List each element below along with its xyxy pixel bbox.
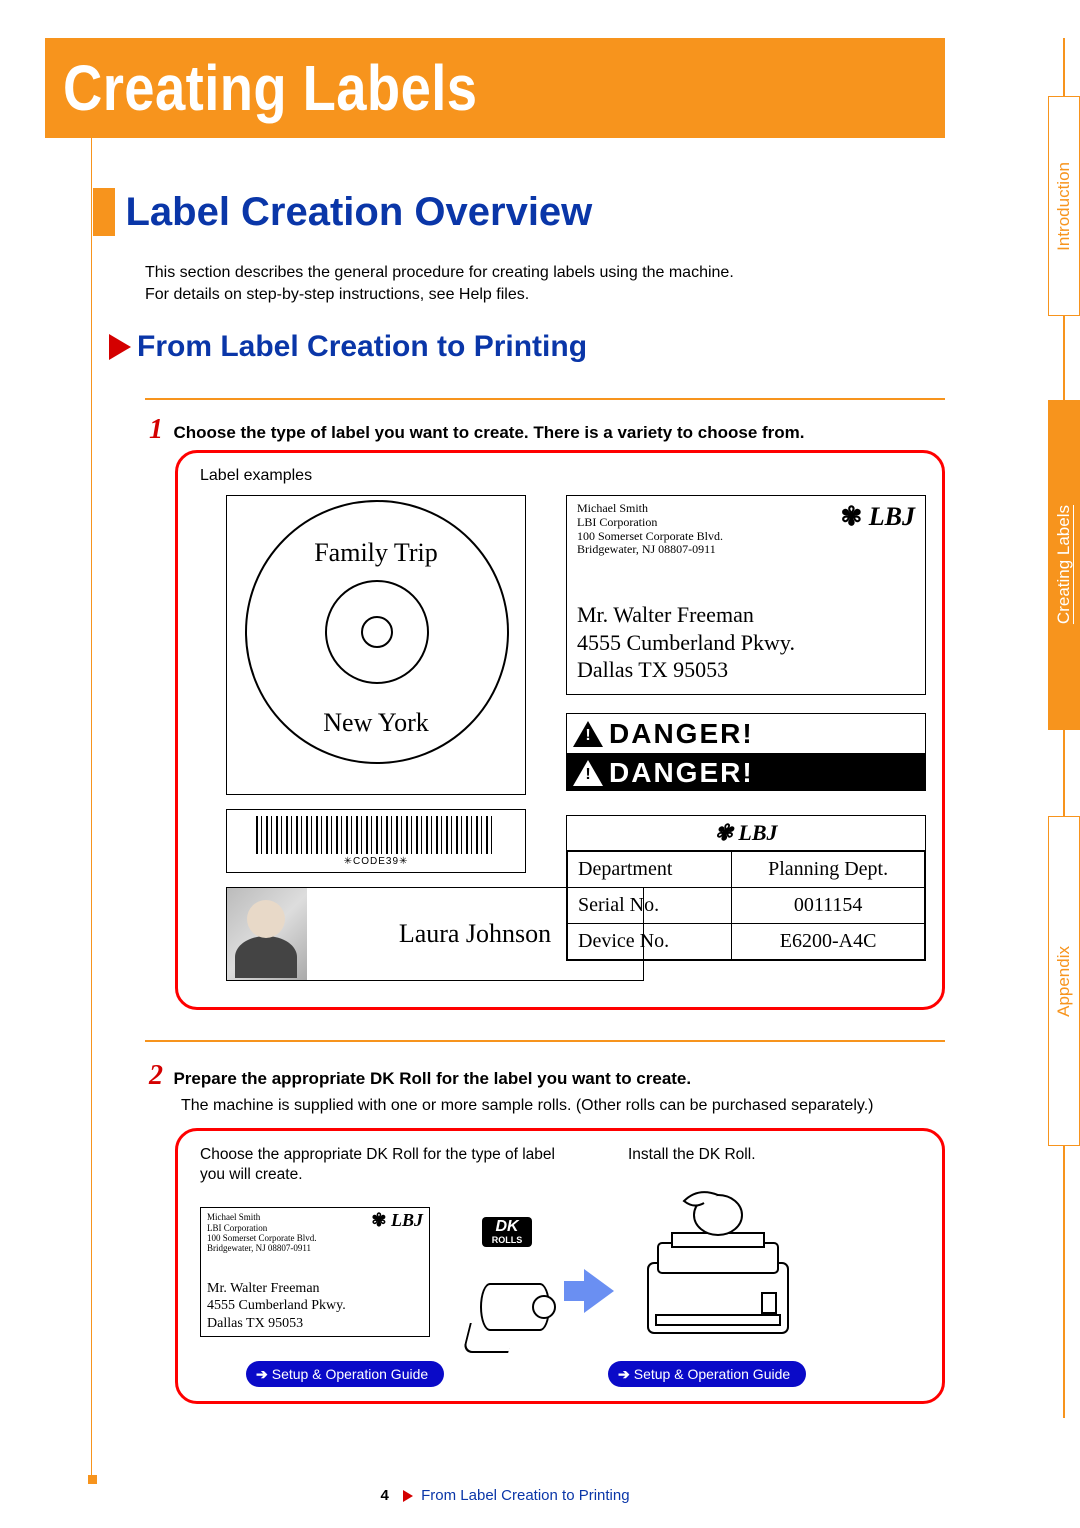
dept-logo: LBJ: [567, 816, 925, 851]
tab-introduction[interactable]: Introduction: [1048, 96, 1080, 316]
addr-sender-4: Bridgewater, NJ 08807-0911: [577, 543, 915, 557]
mini-recipient-1: Mr. Walter Freeman: [207, 1280, 423, 1298]
left-rule: [91, 38, 92, 1478]
subsection-title: From Label Creation to Printing: [137, 330, 587, 364]
tab-creating-labels-label: Creating Labels: [1054, 505, 1074, 624]
dept-r3a: Device No.: [568, 924, 732, 960]
cd-label-example: Family Trip New York: [226, 495, 526, 795]
dk-text: DK: [495, 1219, 518, 1235]
mini-logo: LBJ: [371, 1210, 423, 1231]
chapter-banner: Creating Labels: [45, 38, 945, 138]
dk-rolls-badge-icon: DK ROLLS: [482, 1217, 532, 1247]
section-intro: This section describes the general proce…: [145, 262, 945, 305]
divider: [145, 398, 945, 400]
addr-recipient-1: Mr. Walter Freeman: [577, 601, 915, 629]
cd-text-top: Family Trip: [227, 538, 525, 568]
barcode-text: ✳CODE39✳: [344, 856, 409, 867]
cd-inner-ring: [361, 616, 393, 648]
portrait-icon: [227, 888, 307, 980]
triangle-icon: [109, 334, 131, 360]
step-1-number: 1: [149, 414, 163, 445]
examples-caption: Label examples: [200, 467, 312, 485]
col1-text: Choose the appropriate DK Roll for the t…: [200, 1145, 570, 1185]
mini-sender-4: Bridgewater, NJ 08807-0911: [207, 1243, 423, 1253]
dk-roll-icon: [472, 1265, 564, 1357]
section-title: Label Creation Overview: [125, 190, 592, 235]
mini-address-label: Michael Smith LBI Corporation 100 Somers…: [200, 1207, 430, 1337]
subsection-heading: From Label Creation to Printing: [109, 330, 587, 364]
printer-icon: [628, 1183, 808, 1343]
warning-triangle-icon: [573, 721, 603, 747]
chapter-title: Creating Labels: [63, 51, 477, 125]
page-footer: 4 From Label Creation to Printing: [45, 1487, 965, 1504]
address-label-example: Michael Smith LBI Corporation 100 Somers…: [566, 495, 926, 695]
footer-link[interactable]: From Label Creation to Printing: [421, 1487, 629, 1504]
page-number: 4: [380, 1487, 388, 1504]
step-2: 2 Prepare the appropriate DK Roll for th…: [149, 1060, 949, 1117]
table-row: Serial No.0011154: [568, 888, 925, 924]
dept-r1a: Department: [568, 852, 732, 888]
dept-r2b: 0011154: [732, 888, 925, 924]
danger-text-1: DANGER!: [609, 718, 754, 750]
tab-appendix-label: Appendix: [1054, 946, 1074, 1017]
rolls-text: ROLLS: [492, 1235, 523, 1245]
step-2-number: 2: [149, 1060, 163, 1091]
dk-roll-box: Choose the appropriate DK Roll for the t…: [175, 1128, 945, 1404]
setup-guide-link-2[interactable]: ➔ Setup & Operation Guide: [608, 1361, 806, 1387]
tab-introduction-label: Introduction: [1054, 162, 1074, 251]
triangle-icon: [403, 1490, 413, 1502]
intro-line-1: This section describes the general proce…: [145, 262, 945, 284]
cd-text-bottom: New York: [227, 708, 525, 738]
barcode-bars-icon: [256, 816, 496, 854]
setup-guide-link-1[interactable]: ➔ Setup & Operation Guide: [246, 1361, 444, 1387]
step-2-title: Prepare the appropriate DK Roll for the …: [173, 1069, 691, 1088]
arrow-right-icon: [584, 1269, 614, 1313]
warning-triangle-icon: [573, 760, 603, 786]
addr-recipient-3: Dallas TX 95053: [577, 656, 915, 684]
dept-r3b: E6200-A4C: [732, 924, 925, 960]
pill1-label: Setup & Operation Guide: [272, 1366, 428, 1382]
arrow-icon: ➔: [256, 1366, 268, 1383]
divider: [145, 1040, 945, 1042]
arrow-icon: ➔: [618, 1366, 630, 1383]
tab-appendix[interactable]: Appendix: [1048, 816, 1080, 1146]
mini-sender-3: 100 Somerset Corporate Blvd.: [207, 1233, 423, 1243]
tab-creating-labels[interactable]: Creating Labels: [1048, 400, 1080, 730]
mini-recipient-2: 4555 Cumberland Pkwy.: [207, 1297, 423, 1315]
corner-marker: [88, 1475, 97, 1484]
addr-recipient-2: 4555 Cumberland Pkwy.: [577, 629, 915, 657]
table-row: Device No.E6200-A4C: [568, 924, 925, 960]
pill2-label: Setup & Operation Guide: [634, 1366, 790, 1382]
danger-text-2: DANGER!: [609, 757, 754, 789]
danger-label-example: DANGER! DANGER!: [566, 713, 926, 791]
intro-line-2: For details on step-by-step instructions…: [145, 284, 945, 306]
barcode-label-example: ✳CODE39✳: [226, 809, 526, 873]
label-examples-box: Label examples Family Trip New York ✳COD…: [175, 450, 945, 1010]
dk-roll-install-column: Install the DK Roll.: [628, 1145, 918, 1165]
step-1: 1 Choose the type of label you want to c…: [149, 414, 949, 446]
mini-recipient-3: Dallas TX 95053: [207, 1315, 423, 1333]
department-label-example: LBJ DepartmentPlanning Dept. Serial No.0…: [566, 815, 926, 961]
step-1-title: Choose the type of label you want to cre…: [173, 423, 804, 442]
addr-logo: LBJ: [840, 502, 915, 532]
table-row: DepartmentPlanning Dept.: [568, 852, 925, 888]
section-heading: Label Creation Overview: [93, 188, 963, 236]
step-2-body: The machine is supplied with one or more…: [181, 1096, 949, 1117]
page-content: Creating Labels Label Creation Overview …: [45, 0, 965, 1528]
col2-text: Install the DK Roll.: [628, 1145, 918, 1165]
heading-bar-icon: [93, 188, 115, 236]
dept-r1b: Planning Dept.: [732, 852, 925, 888]
dk-roll-choose-column: Choose the appropriate DK Roll for the t…: [200, 1145, 570, 1337]
dept-r2a: Serial No.: [568, 888, 732, 924]
